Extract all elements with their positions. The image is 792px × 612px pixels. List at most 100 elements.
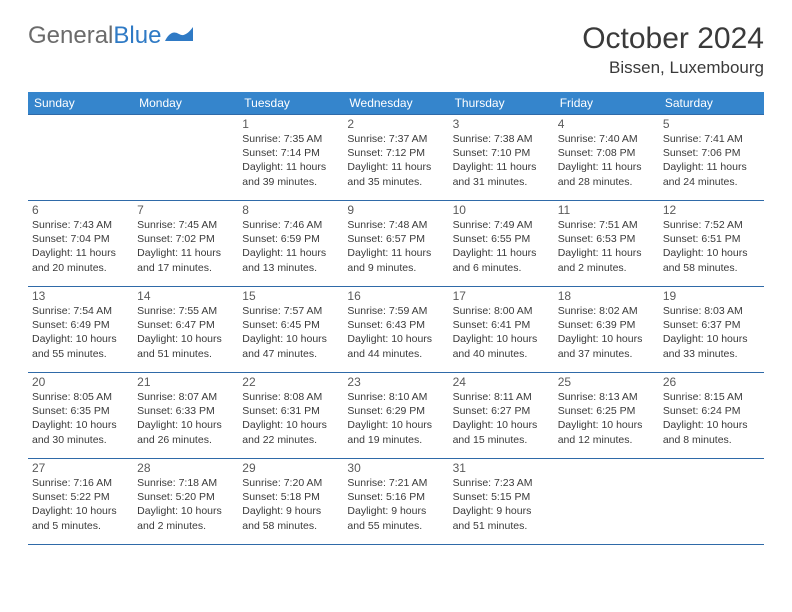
calendar-week: 6Sunrise: 7:43 AMSunset: 7:04 PMDaylight… (28, 201, 764, 287)
sunrise-line: Sunrise: 7:51 AM (558, 218, 655, 232)
sunset-line: Sunset: 6:51 PM (663, 232, 760, 246)
calendar-day-cell: 11Sunrise: 7:51 AMSunset: 6:53 PMDayligh… (554, 201, 659, 287)
day-number: 4 (558, 117, 655, 131)
brand-part2: Blue (113, 22, 161, 50)
sunset-line: Sunset: 6:53 PM (558, 232, 655, 246)
daylight-line: Daylight: 9 hours and 55 minutes. (347, 504, 444, 532)
calendar-day-cell: 1Sunrise: 7:35 AMSunset: 7:14 PMDaylight… (238, 115, 343, 201)
sunrise-line: Sunrise: 7:49 AM (453, 218, 550, 232)
day-number: 30 (347, 461, 444, 475)
day-header: Sunday (28, 92, 133, 115)
calendar-body: 1Sunrise: 7:35 AMSunset: 7:14 PMDaylight… (28, 115, 764, 545)
calendar-day-cell: 21Sunrise: 8:07 AMSunset: 6:33 PMDayligh… (133, 373, 238, 459)
day-number: 19 (663, 289, 760, 303)
day-number: 13 (32, 289, 129, 303)
sunrise-line: Sunrise: 8:08 AM (242, 390, 339, 404)
sunset-line: Sunset: 6:24 PM (663, 404, 760, 418)
calendar-day-cell: 25Sunrise: 8:13 AMSunset: 6:25 PMDayligh… (554, 373, 659, 459)
sunrise-line: Sunrise: 7:21 AM (347, 476, 444, 490)
sunrise-line: Sunrise: 7:20 AM (242, 476, 339, 490)
sunset-line: Sunset: 6:59 PM (242, 232, 339, 246)
title-block: October 2024 Bissen, Luxembourg (582, 22, 764, 78)
sunrise-line: Sunrise: 7:55 AM (137, 304, 234, 318)
sunrise-line: Sunrise: 8:13 AM (558, 390, 655, 404)
calendar-day-cell: 4Sunrise: 7:40 AMSunset: 7:08 PMDaylight… (554, 115, 659, 201)
calendar-day-cell: 24Sunrise: 8:11 AMSunset: 6:27 PMDayligh… (449, 373, 554, 459)
daylight-line: Daylight: 10 hours and 33 minutes. (663, 332, 760, 360)
brand-logo: GeneralBlue (28, 22, 193, 50)
sunrise-line: Sunrise: 8:03 AM (663, 304, 760, 318)
location: Bissen, Luxembourg (582, 58, 764, 78)
sunrise-line: Sunrise: 7:54 AM (32, 304, 129, 318)
day-number: 15 (242, 289, 339, 303)
daylight-line: Daylight: 11 hours and 20 minutes. (32, 246, 129, 274)
calendar-day-cell: 13Sunrise: 7:54 AMSunset: 6:49 PMDayligh… (28, 287, 133, 373)
calendar-day-cell: 3Sunrise: 7:38 AMSunset: 7:10 PMDaylight… (449, 115, 554, 201)
month-title: October 2024 (582, 22, 764, 56)
daylight-line: Daylight: 10 hours and 58 minutes. (663, 246, 760, 274)
calendar-day-cell: 2Sunrise: 7:37 AMSunset: 7:12 PMDaylight… (343, 115, 448, 201)
day-number: 14 (137, 289, 234, 303)
calendar-day-cell (133, 115, 238, 201)
daylight-line: Daylight: 11 hours and 35 minutes. (347, 160, 444, 188)
calendar-head: SundayMondayTuesdayWednesdayThursdayFrid… (28, 92, 764, 115)
sunset-line: Sunset: 6:57 PM (347, 232, 444, 246)
calendar-day-cell: 30Sunrise: 7:21 AMSunset: 5:16 PMDayligh… (343, 459, 448, 545)
sunset-line: Sunset: 6:37 PM (663, 318, 760, 332)
sunrise-line: Sunrise: 7:41 AM (663, 132, 760, 146)
calendar-day-cell: 29Sunrise: 7:20 AMSunset: 5:18 PMDayligh… (238, 459, 343, 545)
calendar-week: 1Sunrise: 7:35 AMSunset: 7:14 PMDaylight… (28, 115, 764, 201)
day-number: 21 (137, 375, 234, 389)
sunset-line: Sunset: 6:55 PM (453, 232, 550, 246)
sunrise-line: Sunrise: 8:11 AM (453, 390, 550, 404)
sunset-line: Sunset: 6:27 PM (453, 404, 550, 418)
sunset-line: Sunset: 5:18 PM (242, 490, 339, 504)
sunset-line: Sunset: 5:16 PM (347, 490, 444, 504)
sunrise-line: Sunrise: 7:40 AM (558, 132, 655, 146)
sunrise-line: Sunrise: 8:10 AM (347, 390, 444, 404)
day-number: 26 (663, 375, 760, 389)
daylight-line: Daylight: 11 hours and 24 minutes. (663, 160, 760, 188)
day-header: Saturday (659, 92, 764, 115)
sunrise-line: Sunrise: 7:43 AM (32, 218, 129, 232)
daylight-line: Daylight: 11 hours and 28 minutes. (558, 160, 655, 188)
day-number: 1 (242, 117, 339, 131)
calendar-day-cell (28, 115, 133, 201)
day-number: 18 (558, 289, 655, 303)
calendar-day-cell: 15Sunrise: 7:57 AMSunset: 6:45 PMDayligh… (238, 287, 343, 373)
day-number: 23 (347, 375, 444, 389)
calendar-day-cell: 26Sunrise: 8:15 AMSunset: 6:24 PMDayligh… (659, 373, 764, 459)
calendar-day-cell: 10Sunrise: 7:49 AMSunset: 6:55 PMDayligh… (449, 201, 554, 287)
day-number: 7 (137, 203, 234, 217)
day-header: Friday (554, 92, 659, 115)
daylight-line: Daylight: 11 hours and 6 minutes. (453, 246, 550, 274)
day-number: 24 (453, 375, 550, 389)
sunrise-line: Sunrise: 7:48 AM (347, 218, 444, 232)
daylight-line: Daylight: 10 hours and 37 minutes. (558, 332, 655, 360)
day-number: 20 (32, 375, 129, 389)
day-number: 28 (137, 461, 234, 475)
calendar-day-cell: 28Sunrise: 7:18 AMSunset: 5:20 PMDayligh… (133, 459, 238, 545)
calendar-day-cell (659, 459, 764, 545)
sunrise-line: Sunrise: 7:37 AM (347, 132, 444, 146)
day-number: 11 (558, 203, 655, 217)
day-number: 9 (347, 203, 444, 217)
calendar-day-cell: 9Sunrise: 7:48 AMSunset: 6:57 PMDaylight… (343, 201, 448, 287)
sunrise-line: Sunrise: 7:46 AM (242, 218, 339, 232)
sunset-line: Sunset: 6:47 PM (137, 318, 234, 332)
sunset-line: Sunset: 6:41 PM (453, 318, 550, 332)
daylight-line: Daylight: 10 hours and 8 minutes. (663, 418, 760, 446)
day-number: 2 (347, 117, 444, 131)
daylight-line: Daylight: 11 hours and 2 minutes. (558, 246, 655, 274)
day-number: 29 (242, 461, 339, 475)
daylight-line: Daylight: 10 hours and 2 minutes. (137, 504, 234, 532)
sunrise-line: Sunrise: 7:38 AM (453, 132, 550, 146)
daylight-line: Daylight: 10 hours and 22 minutes. (242, 418, 339, 446)
calendar-day-cell (554, 459, 659, 545)
daylight-line: Daylight: 11 hours and 9 minutes. (347, 246, 444, 274)
day-number: 6 (32, 203, 129, 217)
calendar-day-cell: 14Sunrise: 7:55 AMSunset: 6:47 PMDayligh… (133, 287, 238, 373)
day-number: 5 (663, 117, 760, 131)
wave-icon (165, 22, 193, 50)
calendar-day-cell: 5Sunrise: 7:41 AMSunset: 7:06 PMDaylight… (659, 115, 764, 201)
